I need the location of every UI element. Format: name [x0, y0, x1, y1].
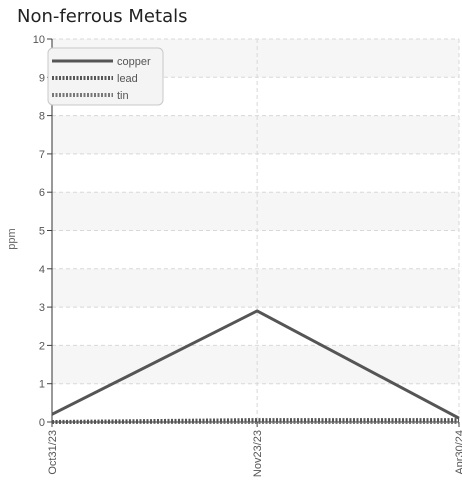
grid-band [52, 230, 459, 269]
x-tick-labels: Oct31/23 Nov23/23 Apr30/24 [47, 430, 462, 477]
legend-label-tin: tin [117, 90, 129, 102]
grid-band [52, 345, 459, 384]
series-line-copper [51, 309, 460, 420]
y-tick-label: 7 [39, 149, 45, 161]
x-tick-label: Oct31/23 [47, 430, 59, 475]
y-tick-label: 5 [39, 226, 45, 238]
y-tick-label: 3 [39, 302, 45, 314]
legend: copper lead tin [47, 47, 164, 106]
plot-background-bands [52, 39, 459, 422]
x-tick-label: Apr30/24 [454, 430, 462, 475]
y-tick-label: 8 [39, 111, 45, 123]
legend-label-lead: lead [117, 73, 138, 85]
grid-band [52, 153, 459, 193]
legend-label-copper: copper [117, 56, 151, 68]
y-tick-labels: 0 1 2 3 4 5 6 7 8 9 10 [33, 34, 45, 429]
grid-band [52, 307, 459, 346]
grid-band [52, 383, 459, 422]
y-tick-label: 4 [39, 264, 45, 276]
series-lines [51, 309, 460, 424]
y-tick-label: 10 [33, 34, 45, 46]
y-tick-label: 0 [39, 417, 45, 429]
grid-band [52, 115, 459, 154]
grid-band [52, 268, 459, 308]
y-tick-label: 1 [39, 379, 45, 391]
x-tick-label: Nov23/23 [252, 430, 264, 477]
y-tick-label: 2 [39, 340, 45, 352]
y-tick-label: 9 [39, 72, 45, 84]
grid-band [52, 192, 459, 231]
y-axis-label: ppm [6, 228, 18, 249]
y-tick-label: 6 [39, 187, 45, 199]
series-line-lead [51, 418, 459, 424]
chart-title: Non-ferrous Metals [17, 6, 188, 27]
